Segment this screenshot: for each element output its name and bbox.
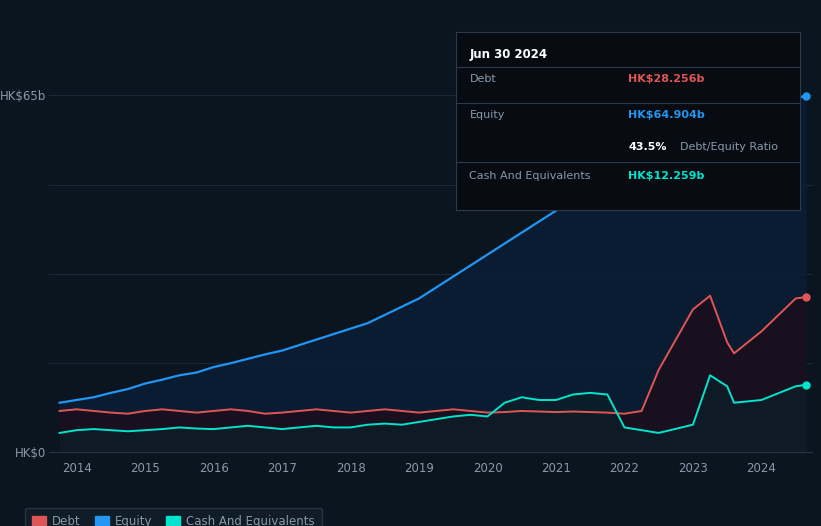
Text: 43.5%: 43.5% [628, 143, 667, 153]
Text: Cash And Equivalents: Cash And Equivalents [470, 171, 591, 181]
Text: HK$64.904b: HK$64.904b [628, 110, 704, 120]
Text: HK$28.256b: HK$28.256b [628, 75, 704, 85]
Text: Debt: Debt [470, 75, 496, 85]
Text: HK$12.259b: HK$12.259b [628, 171, 704, 181]
Text: Debt/Equity Ratio: Debt/Equity Ratio [680, 143, 777, 153]
Legend: Debt, Equity, Cash And Equivalents: Debt, Equity, Cash And Equivalents [25, 508, 322, 526]
Text: Equity: Equity [470, 110, 505, 120]
Text: Jun 30 2024: Jun 30 2024 [470, 48, 548, 60]
